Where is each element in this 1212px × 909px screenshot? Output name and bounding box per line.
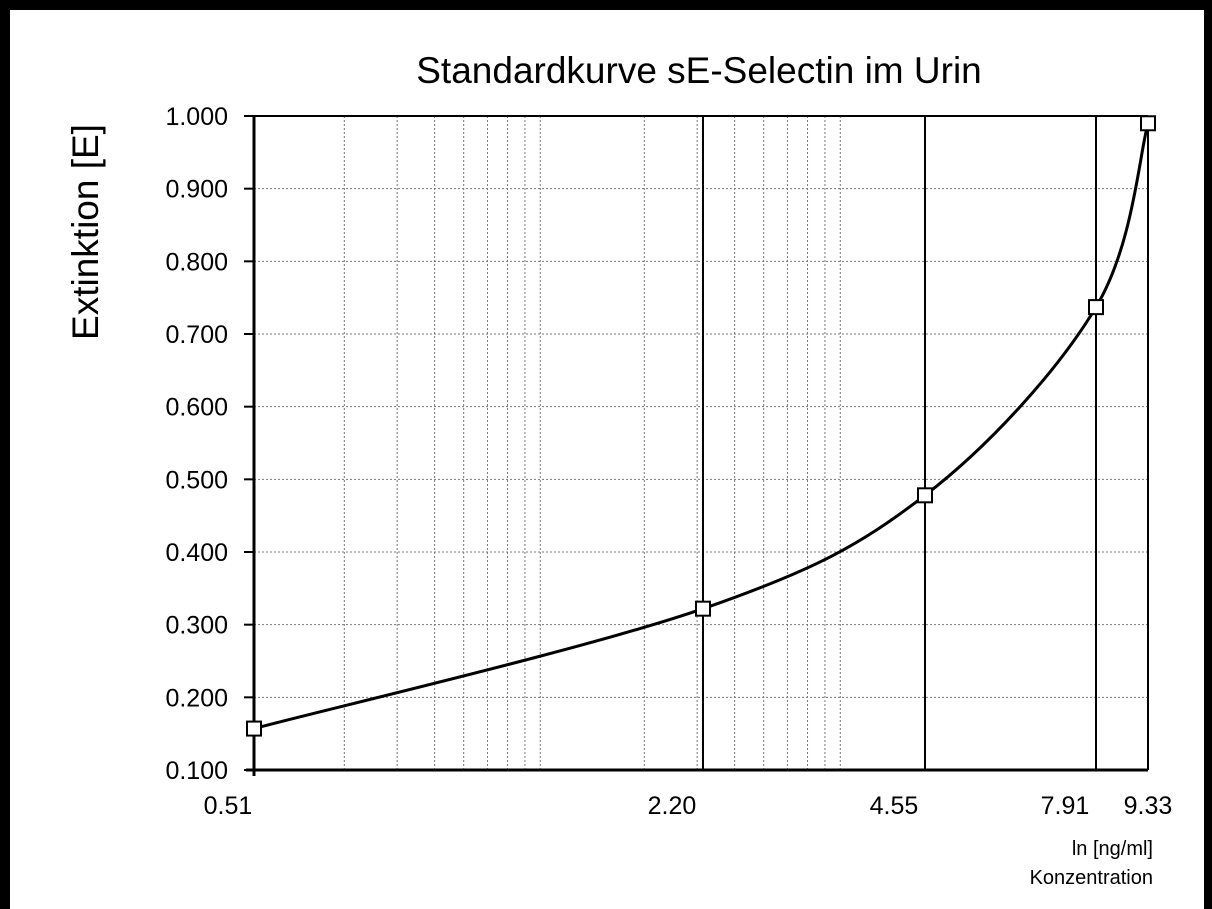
y-tick-label: 0.300 (165, 612, 228, 640)
x-tick-label: 0.51 (204, 792, 253, 820)
curve (253, 122, 1150, 731)
x-tick-label: 7.91 (1041, 792, 1090, 820)
data-point (246, 720, 262, 737)
y-tick-label: 0.700 (165, 321, 228, 349)
tick-labels: 0.100 0.200 0.300 0.400 0.500 0.600 0.700 0.800… (165, 103, 1172, 820)
axes (244, 115, 1149, 776)
y-tick-label: 0.500 (165, 466, 228, 494)
data-point (695, 600, 711, 617)
chart-title: Standardkurve sE-Selectin im Urin (416, 50, 982, 91)
y-tick-label: 0.900 (165, 176, 228, 204)
data-point (1140, 115, 1156, 132)
grid (254, 115, 1148, 770)
y-tick-label: 0.800 (165, 248, 228, 276)
data-points (246, 115, 1156, 737)
standard-curve (253, 122, 1150, 731)
data-point (917, 487, 933, 504)
y-tick-label: 0.400 (165, 539, 228, 567)
y-tick-label: 0.200 (165, 684, 228, 712)
x-tick-label: 2.20 (648, 792, 697, 820)
x-tick-label: 4.55 (870, 792, 919, 820)
x-axis-label: Konzentration (1030, 867, 1153, 889)
y-tick-label: 1.000 (165, 103, 228, 131)
x-axis-unit: ln [ng/ml] (1072, 838, 1153, 860)
y-tick-label: 0.100 (165, 757, 228, 785)
y-tick-label: 0.600 (165, 394, 228, 422)
x-tick-label: 9.33 (1124, 792, 1173, 820)
data-point (1088, 299, 1104, 316)
y-axis-label: Extinktion [E] (65, 124, 106, 340)
